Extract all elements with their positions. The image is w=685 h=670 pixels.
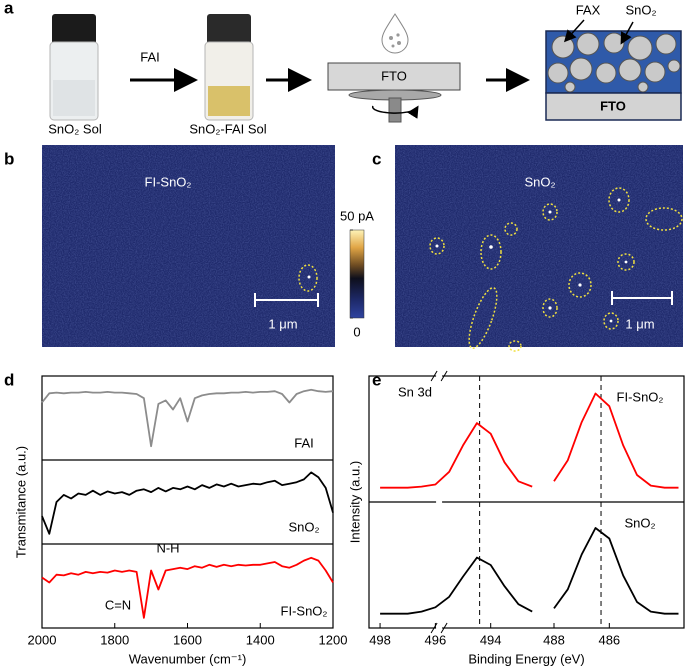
axis-break [436, 374, 443, 630]
vial-label: SnO₂-FAI Sol [189, 121, 266, 136]
annotation: N-H [156, 540, 179, 555]
x-axis-label: Binding Energy (eV) [468, 651, 584, 666]
panel-a: a SnO₂ Sol FAI SnO₂-FAI Sol FTO [4, 0, 682, 136]
scale-bar [611, 291, 673, 305]
arrow-label: FAI [140, 49, 160, 64]
colorbar-label: 0 [353, 324, 360, 339]
x-tick-label: 488 [543, 632, 565, 647]
spot [307, 275, 311, 279]
panel-label: c [372, 149, 381, 168]
x-tick-label: 2000 [28, 632, 57, 647]
panel-label: a [4, 0, 14, 17]
spectrum-line [380, 527, 679, 615]
series-label: FI-SnO₂ [281, 603, 328, 618]
spectrum-line [41, 471, 334, 535]
chart: 498 496 494 488 486 Binding Energy (eV) Intens… [347, 370, 685, 666]
panel-c: c SnO₂ 1 μm [372, 145, 683, 352]
spectrum-line [41, 556, 334, 619]
vial [49, 14, 99, 121]
spin-coater [327, 13, 461, 123]
scale-label: 1 μm [625, 316, 654, 331]
annotation: C=N [105, 597, 131, 612]
scale-bar [254, 293, 319, 307]
charts: 2000 1800 1600 1400 1200 Wavenumber (cm⁻¹) Tra… [13, 370, 685, 666]
scale-label: 1 μm [268, 316, 297, 331]
vial [204, 14, 254, 121]
chart: 2000 1800 1600 1400 1200 Wavenumber (cm⁻¹) Tra… [13, 375, 348, 666]
panel-label: d [4, 370, 14, 389]
break-mark [430, 622, 448, 634]
vial-label: SnO₂ Sol [48, 121, 102, 136]
y-axis-label: Transmitance (a.u.) [13, 446, 28, 558]
x-tick-label: 1800 [100, 632, 129, 647]
y-axis-label: Intensity (a.u.) [347, 461, 362, 543]
x-axis-label: Wavenumber (cm⁻¹) [129, 651, 247, 666]
x-tick-label: 494 [480, 632, 502, 647]
x-tick-label: 486 [598, 632, 620, 647]
film-schematic [545, 19, 682, 121]
film-label: FAX [576, 2, 601, 17]
spot-circles [429, 187, 683, 352]
x-tick-label: 1400 [246, 632, 275, 647]
annotation: Sn 3d [398, 384, 432, 399]
film-label: SnO₂ [625, 2, 656, 17]
map-texture [395, 145, 683, 347]
substrate-label: FTO [600, 98, 626, 113]
series-label: FI-SnO₂ [617, 389, 664, 404]
x-tick-label: 498 [369, 632, 391, 647]
spectrum-line [380, 392, 679, 489]
spots [435, 198, 628, 323]
series-label: SnO₂ [288, 519, 319, 534]
break-mark [430, 370, 448, 382]
spectrum-line [41, 388, 334, 448]
panel-label: b [4, 149, 14, 168]
map-texture [42, 145, 335, 347]
x-tick-label: 496 [425, 632, 447, 647]
panel-label: e [372, 370, 381, 389]
series-label: SnO₂ [624, 515, 655, 530]
series-label: FAI [294, 435, 314, 450]
x-tick-label: 1600 [173, 632, 202, 647]
map-title: SnO₂ [524, 174, 555, 189]
x-tick-label: 1200 [319, 632, 348, 647]
spot-circle [298, 264, 318, 292]
colorbar-label: 50 pA [340, 208, 374, 223]
panel-b: b FI-SnO₂ 1 μm [4, 145, 335, 347]
colorbar: 0 50 pA [340, 208, 374, 339]
map-title: FI-SnO₂ [145, 174, 192, 189]
plot-frame [41, 375, 334, 629]
substrate-label: FTO [381, 68, 407, 83]
